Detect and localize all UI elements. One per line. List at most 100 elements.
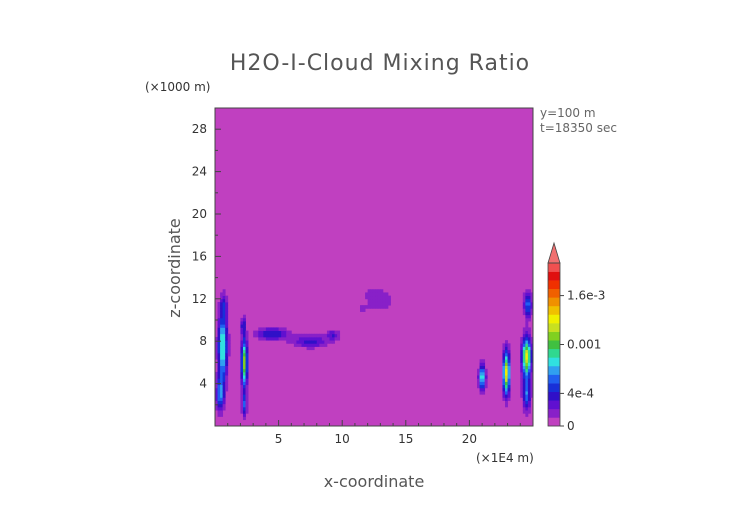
heatmap-cell — [505, 340, 508, 344]
heatmap-cell — [253, 330, 257, 335]
heatmap-cell — [477, 368, 480, 373]
heatmap-cell — [507, 397, 511, 401]
heatmap-cell — [215, 403, 218, 408]
heatmap-cell — [215, 384, 218, 389]
heatmap-cell — [382, 305, 386, 309]
heatmap-cell — [265, 330, 269, 335]
heatmap-cell — [215, 375, 218, 379]
heatmap-cell — [375, 301, 379, 306]
heatmap-cell — [245, 346, 249, 351]
heatmap-cell — [505, 378, 508, 382]
heatmap-cell — [220, 397, 224, 401]
heatmap-cell — [502, 387, 506, 392]
heatmap-cell — [222, 359, 226, 363]
heatmap-cell — [505, 381, 508, 386]
heatmap-cell — [220, 403, 224, 408]
heatmap-cell — [222, 330, 226, 335]
heatmap-cell — [316, 343, 320, 347]
heatmap-cell — [522, 375, 526, 379]
heatmap-cell — [220, 356, 224, 360]
heatmap-cell — [215, 391, 218, 395]
heatmap-cell — [525, 336, 529, 341]
heatmap-cell — [507, 352, 511, 357]
heatmap-cell — [337, 330, 341, 335]
heatmap-cell — [522, 356, 526, 360]
heatmap-cell — [477, 384, 480, 389]
heatmap-cell — [240, 381, 244, 386]
heatmap-cell — [301, 343, 305, 347]
heatmap-cell — [293, 340, 297, 344]
heatmap-cell — [278, 333, 282, 338]
heatmap-cell — [222, 378, 226, 382]
colorbar-swatch — [548, 263, 560, 272]
heatmap-cell — [530, 349, 534, 354]
heatmap-cell — [311, 346, 315, 351]
heatmap-cell — [220, 330, 224, 335]
heatmap-cell — [479, 375, 483, 379]
y-unit-label: (×1000 m) — [145, 80, 210, 94]
heatmap-cell — [309, 333, 313, 338]
heatmap-cell — [215, 340, 218, 344]
heatmap-cell — [520, 352, 524, 357]
heatmap-cell — [291, 333, 295, 338]
heatmap-cell — [387, 301, 391, 306]
heatmap-cell — [222, 308, 226, 312]
heatmap-cell — [507, 365, 511, 370]
heatmap-cell — [242, 330, 246, 335]
heatmap-cell — [387, 298, 391, 303]
heatmap-cell — [245, 400, 249, 405]
heatmap-cell — [217, 371, 221, 376]
heatmap-cell — [525, 375, 529, 379]
heatmap-cell — [525, 362, 529, 366]
colorbar-swatch — [548, 288, 560, 298]
heatmap-cell — [479, 391, 483, 395]
heatmap-cell — [527, 394, 531, 398]
heatmap-cell — [367, 298, 371, 303]
heatmap-cell — [222, 346, 226, 351]
colorbar-label: 0.001 — [567, 338, 601, 352]
heatmap-cell — [372, 289, 376, 293]
heatmap-cell — [522, 365, 526, 370]
heatmap-cell — [527, 352, 531, 357]
heatmap-cell — [242, 368, 246, 373]
heatmap-cell — [222, 298, 226, 303]
heatmap-cell — [530, 311, 534, 316]
heatmap-cell — [525, 384, 529, 389]
colorbar-extend-arrow — [547, 241, 561, 264]
heatmap-cell — [525, 340, 529, 344]
heatmap-cell — [276, 330, 279, 335]
heatmap-cell — [242, 413, 246, 417]
heatmap-cell — [258, 333, 262, 338]
heatmap-cell — [240, 387, 244, 392]
heatmap-cell — [507, 394, 511, 398]
heatmap-cell — [270, 336, 274, 341]
heatmap-cell — [525, 387, 529, 392]
x-axis: 5 10 15 20 — [227, 420, 521, 446]
heatmap-cell — [225, 301, 229, 306]
heatmap-cell — [522, 349, 526, 354]
heatmap-cell — [522, 301, 526, 306]
heatmap-cell — [530, 340, 534, 344]
heatmap-cell — [525, 403, 529, 408]
heatmap-cell — [240, 333, 244, 338]
heatmap-cell — [245, 365, 249, 370]
heatmap-cell — [522, 352, 526, 357]
heatmap-cell — [242, 406, 246, 411]
heatmap-cell — [225, 330, 229, 335]
heatmap-cell — [522, 362, 526, 366]
heatmap-cell — [245, 333, 249, 338]
heatmap-cell — [482, 368, 486, 373]
heatmap-cell — [242, 340, 246, 344]
heatmap-cell — [527, 311, 531, 316]
heatmap-cell — [217, 413, 221, 417]
heatmap-cell — [525, 298, 529, 303]
heatmap-cell — [242, 387, 246, 392]
heatmap-cell — [222, 349, 226, 354]
heatmap-cell — [520, 371, 524, 376]
heatmap-cell — [520, 349, 524, 354]
colorbar-swatch — [548, 314, 560, 324]
heatmap-cell — [332, 330, 335, 335]
heatmap-cell — [372, 301, 376, 306]
heatmap-cell — [527, 340, 531, 344]
heatmap-cell — [385, 292, 389, 297]
